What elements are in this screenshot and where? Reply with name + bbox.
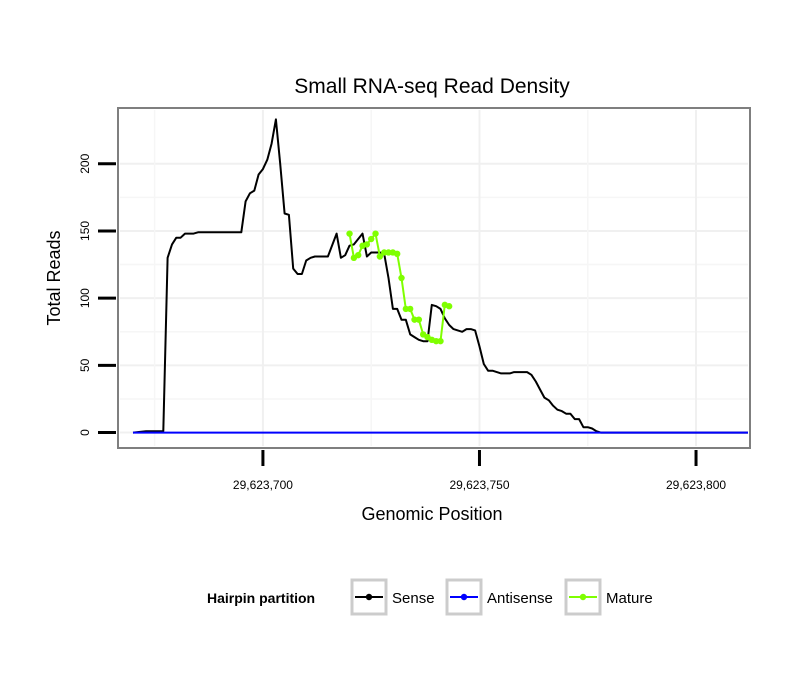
y-tick-label: 100	[78, 288, 92, 308]
x-axis-title: Genomic Position	[361, 504, 502, 524]
data-point-mature	[398, 274, 405, 282]
legend-item-antisense: Antisense	[445, 578, 553, 616]
x-tick-label: 29,623,700	[233, 478, 293, 492]
legend-title: Hairpin partition	[207, 590, 315, 606]
y-axis-title: Total Reads	[44, 230, 64, 325]
series-layer	[132, 118, 748, 434]
x-tick-label: 29,623,800	[666, 478, 726, 492]
y-tick-label: 200	[78, 153, 92, 173]
legend-point-antisense	[460, 593, 468, 601]
y-tick-label: 0	[78, 429, 92, 436]
plot-panel	[117, 107, 751, 449]
chart-title: Small RNA-seq Read Density	[294, 75, 570, 98]
y-tick-label: 50	[78, 358, 92, 372]
series-line-sense	[132, 118, 748, 434]
legend: Hairpin partition Sense Antisense Mature	[207, 578, 653, 616]
y-tick-label: 150	[78, 221, 92, 241]
data-point-mature	[393, 250, 401, 258]
data-point-mature	[346, 230, 353, 237]
data-point-mature	[437, 337, 444, 345]
legend-label-mature: Mature	[606, 590, 653, 607]
data-point-mature	[372, 230, 379, 237]
data-point-mature	[363, 241, 371, 248]
data-point-mature	[355, 251, 362, 259]
legend-label-sense: Sense	[392, 590, 435, 607]
x-tick-label: 29,623,750	[449, 478, 509, 492]
legend-item-mature: Mature	[564, 578, 653, 616]
legend-item-sense: Sense	[350, 578, 435, 616]
data-point-mature	[376, 253, 384, 260]
data-point-mature	[445, 303, 453, 310]
axes: 0 50 100 150 200 29,623,700 29,623,750 29,623,8…	[78, 153, 726, 492]
data-point-mature	[415, 316, 423, 323]
data-point-mature	[406, 305, 414, 313]
legend-point-mature	[579, 593, 587, 601]
legend-label-antisense: Antisense	[487, 590, 553, 607]
grid	[120, 110, 748, 446]
legend-point-sense	[365, 593, 373, 601]
data-point-mature	[368, 235, 375, 243]
